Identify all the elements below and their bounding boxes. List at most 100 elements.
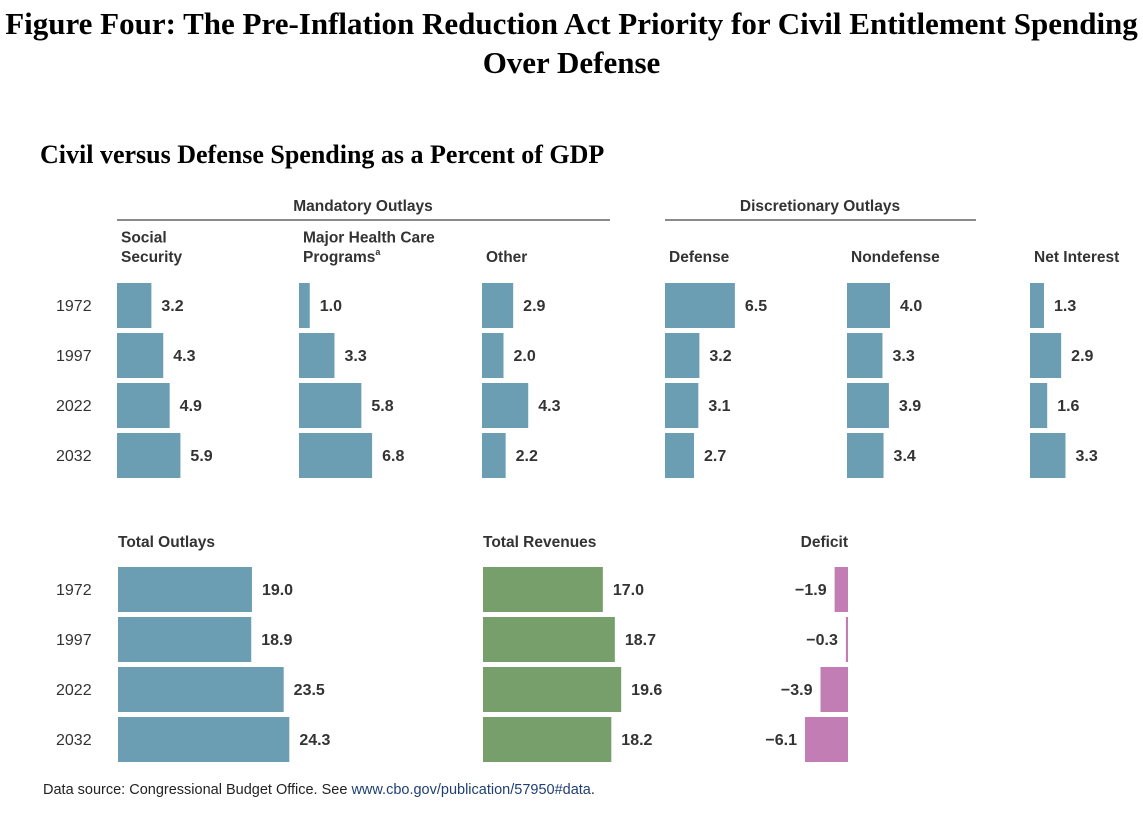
- year-label-bottom-2032: 2032: [56, 732, 92, 749]
- value-label-health-care-2022: 5.8: [371, 398, 393, 415]
- bar-other-2022: [482, 383, 529, 428]
- value-label-deficit-1972: −1.9: [795, 582, 827, 599]
- panel-header-health-care-line-0: Major Health Care: [303, 230, 435, 247]
- bar-total-outlays-1997: [118, 617, 252, 662]
- value-label-health-care-2032: 6.8: [382, 448, 404, 465]
- value-label-other-1972: 2.9: [523, 298, 545, 315]
- bar-defense-2022: [665, 383, 699, 428]
- value-label-total-revenues-1972: 17.0: [613, 582, 644, 599]
- panel-header-health-care-line-1: Programsa: [303, 247, 381, 266]
- value-label-other-2022: 4.3: [538, 398, 560, 415]
- value-label-deficit-1997: −0.3: [806, 632, 838, 649]
- value-label-total-revenues-2032: 18.2: [621, 732, 652, 749]
- bar-social-security-2032: [117, 433, 181, 478]
- bar-net-interest-1972: [1030, 283, 1044, 328]
- value-label-other-2032: 2.2: [516, 448, 538, 465]
- panel-header-other-line-0: Other: [486, 249, 527, 266]
- panel-header-defense-line-0: Defense: [669, 249, 730, 266]
- panel-header-social-security-line-0: Social: [121, 230, 167, 247]
- value-label-social-security-2022: 4.9: [180, 398, 202, 415]
- bar-social-security-1972: [117, 283, 152, 328]
- year-label-2022: 2022: [56, 398, 92, 415]
- value-label-net-interest-2022: 1.6: [1057, 398, 1079, 415]
- value-label-total-outlays-2022: 23.5: [294, 682, 325, 699]
- bar-total-outlays-1972: [118, 567, 252, 612]
- value-label-health-care-1997: 3.3: [344, 348, 366, 365]
- value-label-defense-2022: 3.1: [708, 398, 730, 415]
- bar-other-1997: [482, 333, 504, 378]
- value-label-deficit-2022: −3.9: [781, 682, 813, 699]
- bar-total-revenues-1972: [483, 567, 603, 612]
- bar-health-care-2022: [299, 383, 362, 428]
- bar-total-revenues-1997: [483, 617, 615, 662]
- source-prefix: Data source: Congressional Budget Office…: [43, 782, 352, 798]
- year-label-bottom-1997: 1997: [56, 632, 92, 649]
- value-label-health-care-1972: 1.0: [320, 298, 342, 315]
- year-label-bottom-1972: 1972: [56, 582, 92, 599]
- bar-net-interest-2032: [1030, 433, 1066, 478]
- bar-other-2032: [482, 433, 506, 478]
- bar-health-care-2032: [299, 433, 373, 478]
- bar-total-outlays-2022: [118, 667, 284, 712]
- year-label-2032: 2032: [56, 448, 92, 465]
- value-label-total-outlays-2032: 24.3: [299, 732, 330, 749]
- bar-nondefense-2022: [847, 383, 889, 428]
- bar-defense-2032: [665, 433, 695, 478]
- panel-header-health-care-superscript: a: [375, 247, 381, 257]
- bar-nondefense-1997: [847, 333, 883, 378]
- panel-header-deficit: Deficit: [801, 534, 848, 551]
- value-label-social-security-2032: 5.9: [190, 448, 212, 465]
- value-label-defense-1972: 6.5: [745, 298, 767, 315]
- data-source-note: Data source: Congressional Budget Office…: [43, 782, 595, 798]
- bar-total-revenues-2022: [483, 667, 622, 712]
- panel-header-total-outlays: Total Outlays: [118, 534, 215, 551]
- value-label-nondefense-2022: 3.9: [899, 398, 921, 415]
- panel-header-social-security-line-1: Security: [121, 249, 183, 266]
- year-label-1997: 1997: [56, 348, 92, 365]
- panel-header-nondefense-line-0: Nondefense: [851, 249, 940, 266]
- bar-total-revenues-2032: [483, 717, 612, 762]
- group-header-discretionary-outlays: Discretionary Outlays: [740, 198, 900, 215]
- bar-social-security-2022: [117, 383, 170, 428]
- value-label-nondefense-2032: 3.4: [894, 448, 916, 465]
- bar-deficit-2022: [820, 667, 848, 712]
- value-label-net-interest-1997: 2.9: [1071, 348, 1093, 365]
- value-label-total-revenues-2022: 19.6: [631, 682, 662, 699]
- value-label-total-revenues-1997: 18.7: [625, 632, 656, 649]
- bar-deficit-2032: [804, 717, 848, 762]
- panel-header-net-interest-line-0: Net Interest: [1034, 249, 1119, 266]
- year-label-bottom-2022: 2022: [56, 682, 92, 699]
- value-label-total-outlays-1997: 18.9: [261, 632, 292, 649]
- value-label-net-interest-1972: 1.3: [1054, 298, 1076, 315]
- value-label-defense-1997: 3.2: [709, 348, 731, 365]
- bar-nondefense-1972: [847, 283, 890, 328]
- bar-deficit-1997: [845, 617, 848, 662]
- bar-health-care-1997: [299, 333, 335, 378]
- bar-nondefense-2032: [847, 433, 884, 478]
- bar-net-interest-1997: [1030, 333, 1062, 378]
- value-label-deficit-2032: −6.1: [765, 732, 797, 749]
- value-label-nondefense-1997: 3.3: [892, 348, 914, 365]
- value-label-net-interest-2032: 3.3: [1075, 448, 1097, 465]
- bar-other-1972: [482, 283, 514, 328]
- bar-health-care-1972: [299, 283, 310, 328]
- bar-net-interest-2022: [1030, 383, 1048, 428]
- value-label-social-security-1972: 3.2: [161, 298, 183, 315]
- source-suffix: .: [590, 782, 595, 798]
- year-label-1972: 1972: [56, 298, 92, 315]
- chart-title: Civil versus Defense Spending as a Perce…: [40, 140, 605, 169]
- bar-social-security-1997: [117, 333, 164, 378]
- group-header-mandatory-outlays: Mandatory Outlays: [293, 198, 433, 215]
- value-label-total-outlays-1972: 19.0: [262, 582, 293, 599]
- value-label-social-security-1997: 4.3: [173, 348, 195, 365]
- source-link[interactable]: www.cbo.gov/publication/57950#data: [351, 782, 591, 798]
- panel-header-total-revenues: Total Revenues: [483, 534, 596, 551]
- bar-deficit-1972: [834, 567, 848, 612]
- figure-title: Figure Four: The Pre-Inflation Reduction…: [5, 6, 1138, 80]
- bar-defense-1972: [665, 283, 735, 328]
- bar-total-outlays-2032: [118, 717, 290, 762]
- value-label-defense-2032: 2.7: [704, 448, 726, 465]
- bar-defense-1997: [665, 333, 700, 378]
- value-label-nondefense-1972: 4.0: [900, 298, 922, 315]
